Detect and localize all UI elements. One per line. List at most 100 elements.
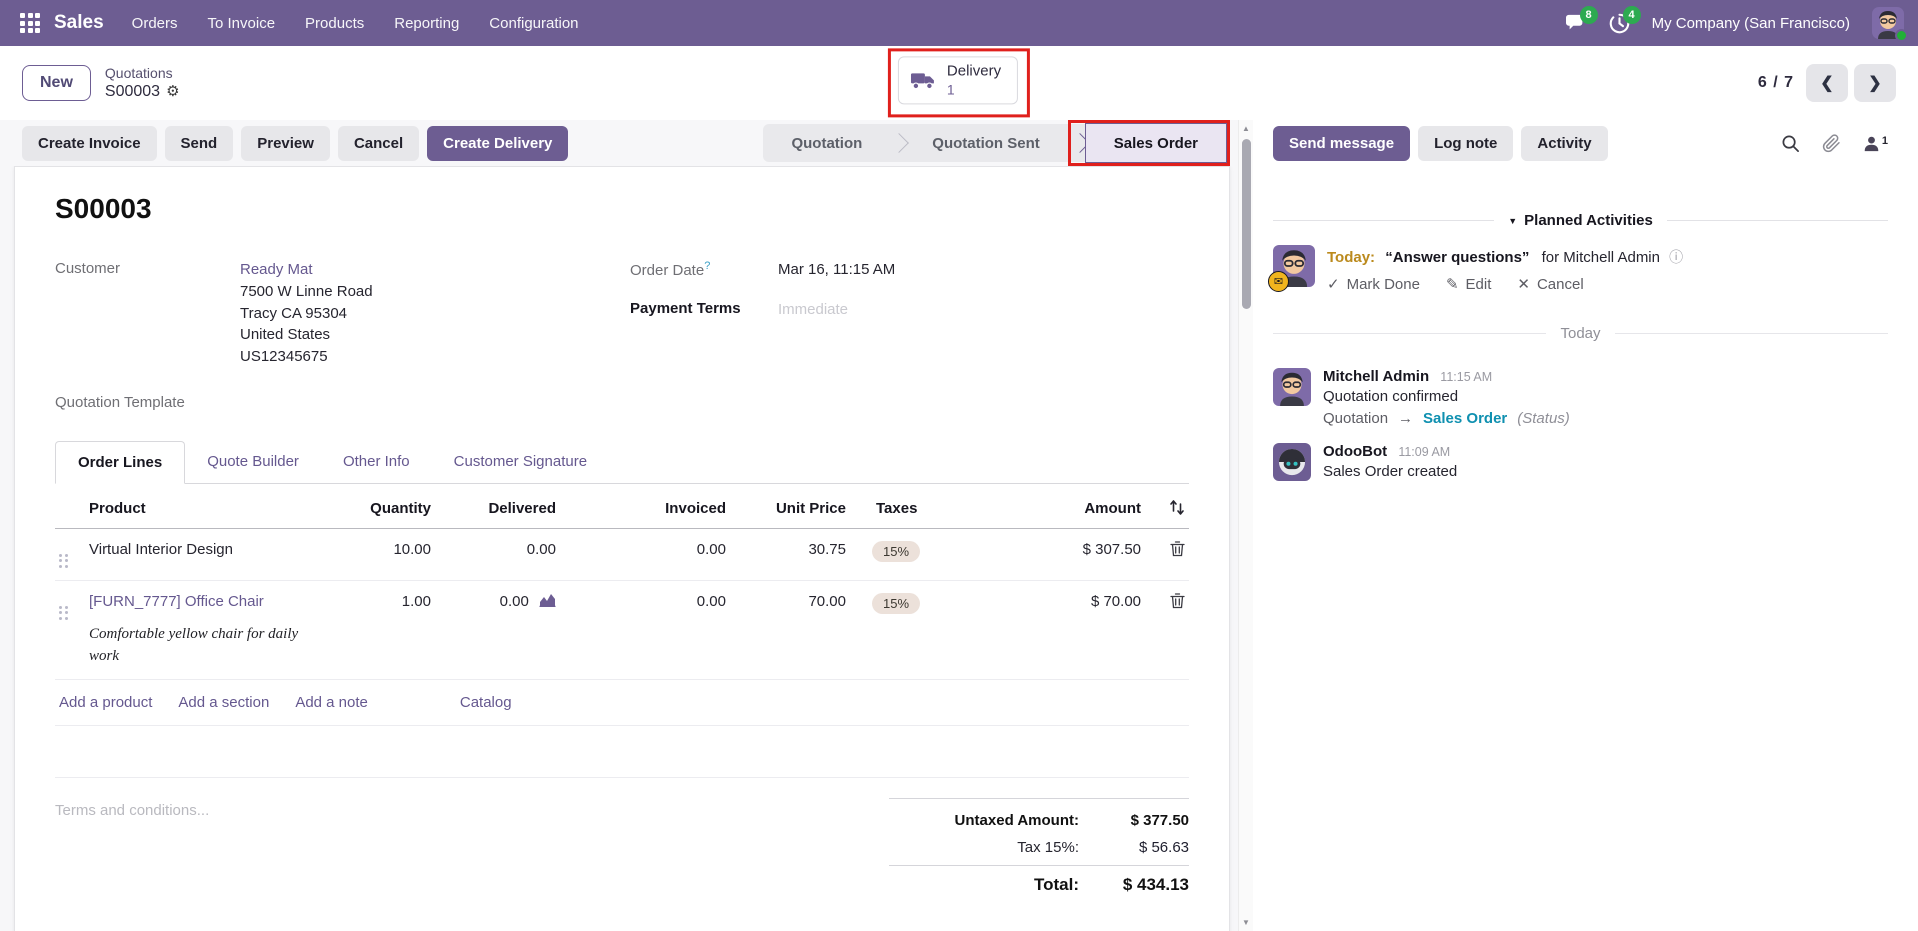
drag-handle-icon[interactable]: [59, 553, 68, 568]
scroll-down-icon[interactable]: ▼: [1242, 918, 1250, 927]
apps-menu-icon[interactable]: [20, 13, 40, 33]
pager-previous-button[interactable]: ❮: [1806, 64, 1848, 102]
delivery-smart-button[interactable]: Delivery 1: [897, 56, 1019, 105]
send-button[interactable]: Send: [164, 125, 234, 161]
followers-icon[interactable]: 1: [1863, 135, 1888, 152]
messages-icon[interactable]: 8: [1565, 6, 1598, 33]
new-button[interactable]: New: [22, 65, 91, 101]
add-section-link[interactable]: Add a section: [178, 694, 270, 712]
col-header-product[interactable]: Product: [85, 487, 330, 529]
breadcrumb-parent[interactable]: Quotations: [104, 64, 173, 81]
col-header-unit-price[interactable]: Unit Price: [730, 487, 850, 529]
mark-done-link[interactable]: ✓ Mark Done: [1327, 275, 1420, 294]
breadcrumb: Quotations S00003 ⚙: [105, 64, 180, 103]
customer-label: Customer: [55, 260, 121, 277]
status-step-quotation-sent[interactable]: Quotation Sent: [932, 134, 1040, 152]
tax-badge: 15%: [872, 592, 921, 614]
line-invoiced[interactable]: 0.00: [560, 528, 730, 581]
check-icon: ✓: [1327, 276, 1340, 293]
forecast-chart-icon[interactable]: [539, 593, 556, 610]
control-panel: New Quotations S00003 ⚙ Delivery 1 6 / 7…: [0, 46, 1918, 120]
add-note-link[interactable]: Add a note: [295, 694, 368, 712]
quotation-template-label: Quotation Template: [55, 393, 185, 411]
create-invoice-button[interactable]: Create Invoice: [22, 125, 157, 161]
pager: 6 / 7 ❮ ❯: [1758, 64, 1896, 102]
line-delivered[interactable]: 0.00: [435, 528, 560, 581]
info-icon[interactable]: ⓘ: [1669, 249, 1684, 265]
line-product[interactable]: Virtual Interior Design: [85, 528, 330, 581]
tab-customer-signature[interactable]: Customer Signature: [453, 452, 588, 470]
catalog-link[interactable]: Catalog: [459, 694, 512, 712]
menu-products[interactable]: Products: [305, 14, 365, 32]
delete-line-icon[interactable]: [1170, 593, 1185, 612]
message-author[interactable]: Mitchell Admin: [1323, 368, 1430, 385]
preview-button[interactable]: Preview: [241, 125, 330, 161]
tab-other-info[interactable]: Other Info: [342, 452, 410, 470]
col-header-taxes[interactable]: Taxes: [850, 487, 960, 529]
tab-order-lines[interactable]: Order Lines: [55, 440, 186, 484]
form-sheet: S00003 Customer Ready Mat 7500 W Linne R…: [14, 166, 1230, 931]
scrollbar-thumb[interactable]: [1241, 139, 1251, 309]
log-note-button[interactable]: Log note: [1418, 125, 1514, 161]
planned-activities-divider: ▼ Planned Activities: [1273, 212, 1889, 229]
customer-link[interactable]: Ready Mat: [240, 261, 313, 278]
attachments-icon[interactable]: [1822, 133, 1841, 153]
col-header-amount[interactable]: Amount: [960, 487, 1145, 529]
total-label: Total:: [1033, 875, 1079, 895]
cancel-activity-link[interactable]: ✕ Cancel: [1517, 275, 1584, 294]
pager-next-button[interactable]: ❯: [1854, 64, 1896, 102]
activities-badge: 4: [1622, 5, 1641, 24]
company-switcher[interactable]: My Company (San Francisco): [1651, 14, 1850, 32]
tax-label: Tax 15%:: [1017, 839, 1079, 857]
menu-reporting[interactable]: Reporting: [394, 14, 460, 32]
scroll-up-icon[interactable]: ▲: [1242, 124, 1250, 133]
payment-terms-field[interactable]: Immediate: [778, 300, 849, 318]
activities-icon[interactable]: 4: [1609, 5, 1641, 34]
drag-handle-icon[interactable]: [59, 605, 68, 620]
line-unit-price[interactable]: 30.75: [730, 528, 850, 581]
col-header-quantity[interactable]: Quantity: [330, 487, 435, 529]
settings-gear-icon[interactable]: ⚙: [166, 83, 180, 101]
menu-to-invoice[interactable]: To Invoice: [207, 14, 276, 32]
col-header-invoiced[interactable]: Invoiced: [560, 487, 730, 529]
user-avatar[interactable]: [1872, 7, 1908, 42]
vertical-scrollbar[interactable]: ▲ ▼: [1238, 120, 1253, 931]
line-quantity[interactable]: 10.00: [330, 528, 435, 581]
line-product[interactable]: [FURN_7777] Office Chair: [89, 592, 264, 610]
app-name[interactable]: Sales: [54, 12, 104, 33]
status-tracking: Quotation → Sales Order (Status): [1323, 410, 1570, 427]
order-line-row[interactable]: Virtual Interior Design 10.00 0.00 0.00 …: [55, 528, 1189, 581]
delete-line-icon[interactable]: [1170, 541, 1185, 560]
activity-avatar: ✉: [1268, 245, 1315, 292]
activity-button[interactable]: Activity: [1521, 125, 1608, 161]
optional-columns-icon[interactable]: [1169, 499, 1185, 518]
activity-assignee: for Mitchell Admin: [1541, 249, 1660, 266]
create-delivery-button[interactable]: Create Delivery: [427, 125, 569, 161]
statusbar-arrow-icon: [1071, 123, 1085, 163]
menu-orders[interactable]: Orders: [131, 14, 178, 32]
edit-activity-link[interactable]: ✎ Edit: [1445, 275, 1492, 294]
form-pane: Create Invoice Send Preview Cancel Creat…: [0, 120, 1238, 931]
cancel-button[interactable]: Cancel: [337, 125, 420, 161]
search-messages-icon[interactable]: [1781, 134, 1800, 153]
message-author[interactable]: OdooBot: [1323, 443, 1388, 460]
activity-item: ✉ Today: “Answer questions” for Mitchell…: [1268, 245, 1888, 294]
truck-icon: [910, 73, 934, 90]
line-quantity[interactable]: 1.00: [330, 580, 435, 681]
line-delivered[interactable]: 0.00: [499, 592, 529, 610]
order-date-value[interactable]: Mar 16, 11:15 AM: [778, 261, 896, 278]
send-message-button[interactable]: Send message: [1273, 125, 1411, 161]
message-avatar: [1273, 368, 1311, 406]
order-line-row[interactable]: [FURN_7777] Office Chair Comfortable yel…: [55, 580, 1189, 681]
status-step-sales-order[interactable]: Sales Order: [1084, 123, 1227, 163]
line-unit-price[interactable]: 70.00: [730, 580, 850, 681]
line-invoiced[interactable]: 0.00: [560, 580, 730, 681]
terms-and-conditions-field[interactable]: Terms and conditions...: [55, 802, 210, 820]
add-product-link[interactable]: Add a product: [59, 694, 153, 712]
status-step-quotation[interactable]: Quotation: [791, 134, 863, 152]
planned-activities-toggle[interactable]: ▼ Planned Activities: [1508, 212, 1653, 229]
tab-quote-builder[interactable]: Quote Builder: [207, 452, 299, 470]
help-icon[interactable]: ?: [704, 260, 711, 272]
menu-configuration[interactable]: Configuration: [489, 14, 579, 32]
col-header-delivered[interactable]: Delivered: [435, 487, 560, 529]
